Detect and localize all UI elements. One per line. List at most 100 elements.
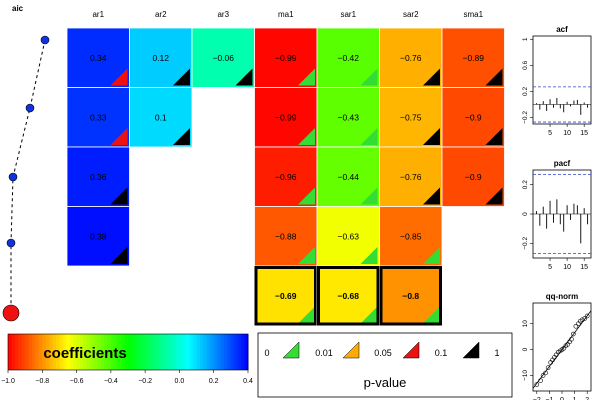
colorbar-segment (21, 334, 26, 370)
colorbar-segment (86, 334, 91, 370)
qq-ytick-label: 0 (522, 347, 529, 351)
pvalue-legend-frame (257, 332, 513, 398)
pvalue-marker (485, 128, 503, 145)
acf-xtick-label: 15 (580, 130, 588, 137)
coef-value: −0.06 (212, 53, 234, 63)
qq-title: qq-norm (546, 292, 578, 301)
pvalue-marker (298, 68, 315, 86)
pvalue-marker (485, 68, 503, 86)
pvalue-legend-title: p-value (364, 375, 407, 390)
colorbar-segment (93, 334, 98, 370)
pvalue-marker (423, 187, 440, 205)
coef-value: −0.42 (337, 53, 359, 63)
coef-value: −0.85 (400, 231, 422, 241)
colorbar-segment (62, 334, 67, 370)
selected-model-border (379, 266, 442, 326)
colorbar-segment (117, 334, 122, 370)
qq-xtick-label: 2 (585, 397, 589, 400)
acf-ytick-label: −0.2 (522, 111, 529, 124)
pvalue-legend-swatch (402, 341, 420, 359)
colorbar-segment (220, 334, 225, 370)
colorbar-segment (230, 334, 235, 370)
colorbar-segment (165, 334, 170, 370)
qq-point (545, 365, 551, 371)
colorbar-segment (45, 334, 50, 370)
colorbar-segment (158, 334, 163, 370)
colorbar-segment (83, 334, 88, 370)
pvalue-marker (110, 128, 128, 145)
pvalue-legend-swatch (342, 341, 360, 359)
colorbar-segment (234, 334, 239, 370)
coef-value: −0.76 (400, 172, 422, 182)
colorbar-segment (76, 334, 81, 370)
colorbar-segment (152, 334, 156, 370)
colorbar-segment (224, 334, 228, 370)
coef-value: 0.12 (152, 53, 169, 63)
pvalue-marker (298, 247, 315, 264)
column-header-ar3: ar3 (217, 10, 229, 19)
colorbar-segment (244, 334, 249, 370)
pvalue-marker (423, 247, 440, 264)
pvalue-marker (360, 306, 378, 324)
colorbar-segment (110, 334, 115, 370)
coef-value: −0.63 (337, 231, 359, 241)
column-header-sar1: sar1 (340, 10, 356, 19)
colorbar-segment (176, 334, 180, 370)
selected-model-border (254, 266, 317, 326)
colorbar-segment (196, 334, 201, 370)
coef-value: −0.99 (275, 112, 297, 122)
colorbar-tick-label: 0.0 (175, 378, 185, 385)
aic-point (40, 35, 50, 45)
pvalue-legend-label: 0.01 (315, 348, 333, 358)
colorbar-segment (49, 334, 54, 370)
colorbar-segment (18, 334, 23, 370)
coef-value: −0.75 (400, 112, 422, 122)
colorbar-segment (14, 334, 19, 370)
coef-value: −0.8 (402, 291, 419, 301)
colorbar-tick-label: −0.4 (104, 378, 118, 385)
pacf-ytick-label: 0.2 (522, 180, 529, 189)
aic-point (25, 103, 35, 113)
column-header-ma1: ma1 (278, 10, 294, 19)
coef-value: −0.99 (275, 53, 297, 63)
colorbar-segment (32, 334, 36, 370)
colorbar-segment (114, 334, 119, 370)
qq-point (543, 370, 548, 376)
pvalue-marker (360, 68, 378, 86)
colorbar-tick-label: −0.2 (138, 378, 152, 385)
qq-point (538, 378, 543, 383)
colorbar-segment (237, 334, 242, 370)
coef-value: −0.44 (337, 172, 359, 182)
pacf-xtick-label: 10 (563, 264, 571, 271)
colorbar-segment (28, 334, 33, 370)
colorbar-segment (172, 334, 177, 370)
pvalue-marker (423, 128, 440, 145)
column-header-ar1: ar1 (92, 10, 104, 19)
colorbar-segment (203, 334, 208, 370)
qq-point (579, 317, 585, 323)
colorbar-tick-label: −0.6 (70, 378, 84, 385)
pvalue-legend-label: 0.05 (374, 348, 392, 358)
colorbar-segment (80, 334, 84, 370)
colorbar-segment (148, 334, 153, 370)
acf-title: acf (556, 25, 568, 34)
acf-xtick-label: 5 (548, 130, 552, 137)
qq-point (569, 336, 574, 342)
colorbar-segment (217, 334, 222, 370)
colorbar-segment (227, 334, 232, 370)
colorbar-segment (73, 334, 78, 370)
colorbar-segment (213, 334, 218, 370)
pvalue-marker (423, 306, 440, 324)
pvalue-marker (110, 187, 128, 205)
qq-ytick-label: 10 (522, 320, 529, 328)
coef-value: −0.9 (465, 172, 482, 182)
qq-xtick-label: 0 (560, 397, 564, 400)
colorbar-segment (69, 334, 74, 370)
pvalue-marker (298, 187, 315, 205)
colorbar-title: coefficients (43, 345, 126, 362)
pvalue-legend-label: 0 (264, 348, 269, 358)
colorbar-segment (169, 334, 174, 370)
acf-xtick-label: 10 (563, 130, 571, 137)
pvalue-marker (360, 247, 378, 264)
colorbar-segment (11, 334, 16, 370)
